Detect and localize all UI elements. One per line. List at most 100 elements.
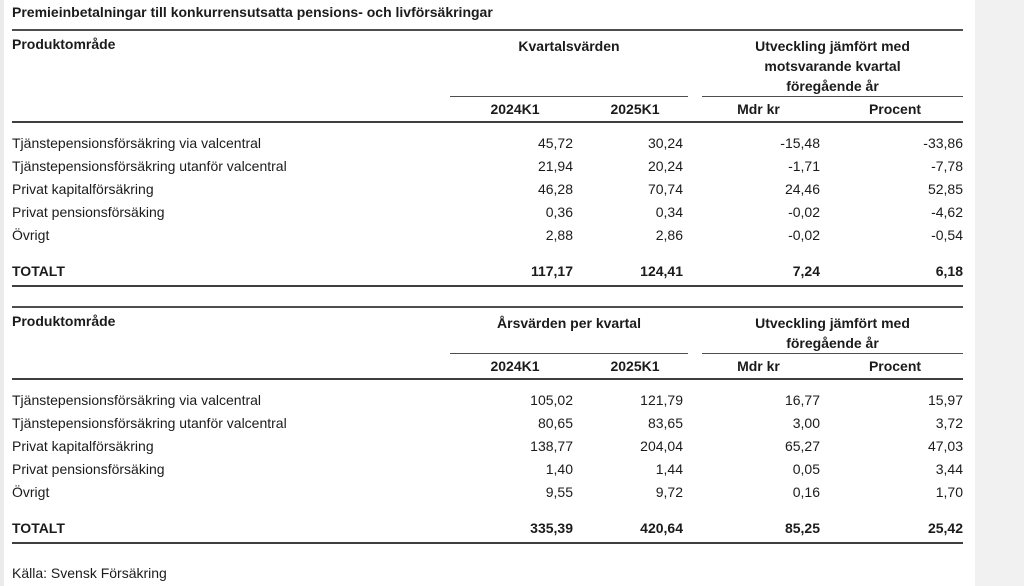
source-note: Källa: Svensk Försäkring — [12, 565, 167, 581]
subheader-2024k1: 2024K1 — [490, 358, 540, 374]
row-label: Privat pensionsförsäking — [12, 204, 165, 220]
row-value-2025k1: 0,34 — [655, 204, 683, 220]
row-value-2024k1: 9,55 — [545, 484, 573, 500]
row-value-mdr-kr: 65,27 — [784, 438, 820, 454]
table-quarterly-values: Produktområde Kvartalsvärden Utveckling … — [12, 29, 963, 287]
group-header-label: Utveckling jämfört med föregående år — [702, 308, 963, 353]
row-value-procent: -33,86 — [923, 135, 963, 151]
row-value-2024k1: 105,02 — [530, 392, 573, 408]
group-header-arsvarden: Årsvärden per kvartal — [450, 308, 688, 354]
row-value-procent: -4,62 — [931, 204, 963, 220]
group-header-line: Utveckling jämfört med — [755, 38, 910, 54]
row-label: Tjänstepensionsförsäkring utanför valcen… — [12, 158, 287, 174]
table-row: Tjänstepensionsförsäkring utanför valcen… — [12, 155, 963, 178]
table-quarterly-subheader: 2024K1 2025K1 Mdr kr Procent — [12, 97, 963, 123]
total-value-mdr-kr: 7,24 — [792, 263, 820, 279]
table-quarterly-body: Tjänstepensionsförsäkring via valcentral… — [12, 123, 963, 247]
row-value-2024k1: 45,72 — [537, 135, 573, 151]
report-page: Premieinbetalningar till konkurrensutsat… — [12, 4, 963, 581]
subheader-mdr-kr: Mdr kr — [737, 101, 780, 117]
group-header-label: Kvartalsvärden — [518, 38, 620, 54]
row-label: Övrigt — [12, 227, 50, 243]
group-header-utveckling-kvartal: Utveckling jämfört med motsvarande kvart… — [702, 31, 963, 97]
row-label: Tjänstepensionsförsäkring via valcentral — [12, 135, 262, 151]
group-header-line: motsvarande kvartal — [764, 58, 901, 74]
group-header-label: Årsvärden per kvartal — [497, 315, 641, 331]
total-value-2025k1: 420,64 — [640, 520, 683, 536]
page-title: Premieinbetalningar till konkurrensutsat… — [12, 4, 493, 20]
row-label: Tjänstepensionsförsäkring utanför valcen… — [12, 415, 287, 431]
row-value-procent: 15,97 — [927, 392, 963, 408]
group-header-line: Utveckling jämfört med — [755, 315, 910, 331]
total-value-2024k1: 335,39 — [530, 520, 573, 536]
row-value-2025k1: 70,74 — [647, 181, 683, 197]
row-value-2024k1: 80,65 — [537, 415, 573, 431]
subheader-2024k1: 2024K1 — [490, 101, 540, 117]
row-value-mdr-kr: -15,48 — [780, 135, 820, 151]
row-value-2024k1: 46,28 — [537, 181, 573, 197]
row-value-mdr-kr: 3,00 — [792, 415, 820, 431]
total-value-mdr-kr: 85,25 — [784, 520, 820, 536]
row-value-2024k1: 1,40 — [545, 461, 573, 477]
row-value-mdr-kr: -0,02 — [788, 204, 820, 220]
subheader-procent: Procent — [868, 358, 922, 374]
total-label: TOTALT — [12, 520, 65, 536]
table-annual-values: Produktområde Årsvärden per kvartal Utve… — [12, 306, 963, 544]
row-value-mdr-kr: -0,02 — [788, 227, 820, 243]
row-value-procent: 47,03 — [927, 438, 963, 454]
row-value-2024k1: 138,77 — [530, 438, 573, 454]
row-label: Tjänstepensionsförsäkring via valcentral — [12, 392, 262, 408]
col-header-produktomrade: Produktområde — [12, 36, 116, 52]
row-value-2025k1: 204,04 — [640, 438, 683, 454]
table-row: Övrigt 9,55 9,72 0,16 1,70 — [12, 481, 963, 504]
subheader-2025k1: 2025K1 — [610, 101, 660, 117]
row-label: Privat kapitalförsäkring — [12, 181, 154, 197]
group-header-line: föregående år — [786, 335, 879, 351]
table-row: Privat pensionsförsäking 0,36 0,34 -0,02… — [12, 201, 963, 224]
row-label: Övrigt — [12, 484, 50, 500]
table-row: Privat kapitalförsäkring 138,77 204,04 6… — [12, 435, 963, 458]
total-value-2025k1: 124,41 — [640, 263, 683, 279]
group-header-kvartalsvarden: Kvartalsvärden — [450, 31, 688, 97]
row-value-procent: 1,70 — [935, 484, 963, 500]
total-label: TOTALT — [12, 263, 65, 279]
page-left-edge — [0, 0, 4, 586]
total-row: TOTALT 117,17 124,41 7,24 6,18 — [12, 260, 963, 287]
row-value-procent: -7,78 — [931, 158, 963, 174]
total-row: TOTALT 335,39 420,64 85,25 25,42 — [12, 517, 963, 544]
row-value-mdr-kr: 24,46 — [784, 181, 820, 197]
row-label: Privat kapitalförsäkring — [12, 438, 154, 454]
table-row: Tjänstepensionsförsäkring via valcentral… — [12, 389, 963, 412]
subheader-mdr-kr: Mdr kr — [737, 358, 780, 374]
subheader-2025k1: 2025K1 — [610, 358, 660, 374]
row-value-2025k1: 9,72 — [655, 484, 683, 500]
total-value-2024k1: 117,17 — [530, 263, 573, 279]
table-row: Övrigt 2,88 2,86 -0,02 -0,54 — [12, 224, 963, 247]
table-annual-body: Tjänstepensionsförsäkring via valcentral… — [12, 380, 963, 504]
table-annual-header: Produktområde Årsvärden per kvartal Utve… — [12, 306, 963, 354]
total-value-procent: 25,42 — [927, 520, 963, 536]
row-value-mdr-kr: 16,77 — [784, 392, 820, 408]
row-value-2025k1: 1,44 — [655, 461, 683, 477]
table-row: Privat pensionsförsäking 1,40 1,44 0,05 … — [12, 458, 963, 481]
row-value-2025k1: 83,65 — [647, 415, 683, 431]
row-value-procent: 3,72 — [935, 415, 963, 431]
table-annual-subheader: 2024K1 2025K1 Mdr kr Procent — [12, 354, 963, 380]
row-value-procent: 3,44 — [935, 461, 963, 477]
group-header-utveckling-ar: Utveckling jämfört med föregående år — [702, 308, 963, 354]
row-value-mdr-kr: -1,71 — [788, 158, 820, 174]
subheader-procent: Procent — [868, 101, 922, 117]
row-value-2025k1: 2,86 — [655, 227, 683, 243]
row-value-mdr-kr: 0,05 — [792, 461, 820, 477]
row-value-2024k1: 0,36 — [545, 204, 573, 220]
table-quarterly-header: Produktområde Kvartalsvärden Utveckling … — [12, 29, 963, 97]
table-row: Privat kapitalförsäkring 46,28 70,74 24,… — [12, 178, 963, 201]
row-value-2024k1: 21,94 — [537, 158, 573, 174]
row-value-2024k1: 2,88 — [545, 227, 573, 243]
row-value-procent: -0,54 — [931, 227, 963, 243]
page-right-edge — [975, 0, 1024, 586]
total-value-procent: 6,18 — [935, 263, 963, 279]
table-row: Tjänstepensionsförsäkring via valcentral… — [12, 132, 963, 155]
group-header-line: föregående år — [786, 78, 879, 94]
group-header-label: Utveckling jämfört med motsvarande kvart… — [702, 31, 963, 96]
